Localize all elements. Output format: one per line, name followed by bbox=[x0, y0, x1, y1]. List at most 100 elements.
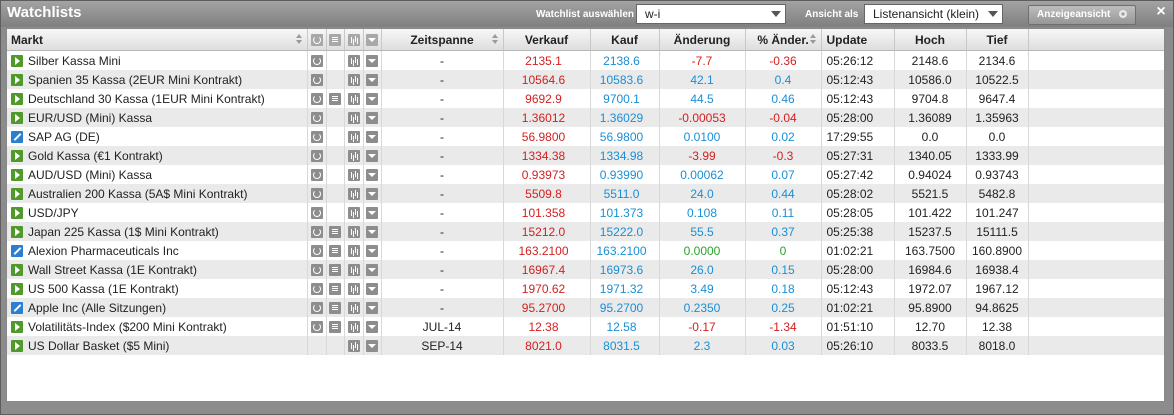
menu-cell[interactable] bbox=[363, 89, 382, 108]
table-row[interactable]: AUD/USD (Mini) Kassa -0.93973 0.93990 0.000… bbox=[7, 165, 1164, 184]
market-name-cell[interactable]: Volatilitäts-Index ($200 Mini Kontrakt) bbox=[7, 317, 308, 336]
dropdown-icon[interactable] bbox=[366, 207, 378, 220]
chart-icon[interactable] bbox=[347, 131, 360, 144]
market-name-cell[interactable]: US 500 Kassa (1E Kontrakt) bbox=[7, 279, 308, 298]
sell-cell[interactable]: 1970.62 bbox=[503, 279, 591, 298]
dropdown-icon[interactable] bbox=[366, 302, 378, 315]
market-name-cell[interactable]: SAP AG (DE) bbox=[7, 127, 308, 146]
view-select[interactable]: Listenansicht (klein) bbox=[864, 4, 1003, 24]
chart-icon[interactable] bbox=[347, 169, 360, 182]
document-cell[interactable] bbox=[326, 165, 345, 184]
refresh-cell[interactable] bbox=[307, 241, 327, 260]
document-cell[interactable] bbox=[326, 260, 345, 279]
refresh-icon[interactable] bbox=[310, 112, 323, 125]
document-cell[interactable] bbox=[326, 279, 345, 298]
document-cell[interactable] bbox=[326, 298, 345, 317]
market-name-cell[interactable]: Japan 225 Kassa (1$ Mini Kontrakt) bbox=[7, 222, 308, 241]
chart-icon[interactable] bbox=[347, 283, 360, 296]
table-row[interactable]: SAP AG (DE) -56.9800 56.9800 0.0100 0.02 17:2… bbox=[7, 127, 1164, 146]
column-header-change[interactable]: Änderung bbox=[659, 29, 746, 51]
refresh-icon[interactable] bbox=[310, 74, 323, 87]
buy-cell[interactable]: 1334.98 bbox=[590, 146, 660, 165]
sell-cell[interactable]: 1334.38 bbox=[503, 146, 591, 165]
table-row[interactable]: Wall Street Kassa (1E Kontrakt) -16967.4 1… bbox=[7, 260, 1164, 279]
buy-cell[interactable]: 0.93990 bbox=[590, 165, 660, 184]
chart-cell[interactable] bbox=[344, 203, 364, 222]
refresh-cell[interactable] bbox=[307, 184, 327, 203]
column-header-high[interactable]: Hoch bbox=[894, 29, 967, 51]
market-name-cell[interactable]: Deutschland 30 Kassa (1EUR Mini Kontrakt… bbox=[7, 89, 308, 108]
chart-cell[interactable] bbox=[344, 70, 364, 89]
refresh-cell[interactable] bbox=[307, 108, 327, 127]
edit-icon[interactable] bbox=[11, 301, 23, 314]
document-icon[interactable] bbox=[329, 283, 341, 296]
column-header-low[interactable]: Tief bbox=[966, 29, 1029, 51]
document-cell[interactable] bbox=[326, 222, 345, 241]
dropdown-icon[interactable] bbox=[366, 340, 378, 353]
dropdown-icon[interactable] bbox=[366, 93, 378, 106]
document-icon[interactable] bbox=[329, 264, 341, 277]
chart-cell[interactable] bbox=[344, 89, 364, 108]
refresh-cell[interactable] bbox=[307, 50, 327, 70]
refresh-icon[interactable] bbox=[310, 131, 323, 144]
sell-cell[interactable]: 2135.1 bbox=[503, 50, 591, 70]
chart-icon[interactable] bbox=[347, 264, 360, 277]
edit-icon[interactable] bbox=[11, 130, 23, 143]
dropdown-icon[interactable] bbox=[366, 55, 378, 68]
document-icon[interactable] bbox=[329, 245, 341, 258]
document-icon[interactable] bbox=[329, 93, 341, 106]
refresh-icon[interactable] bbox=[310, 321, 323, 334]
display-view-button[interactable]: Anzeigeansicht bbox=[1028, 5, 1136, 25]
dropdown-icon[interactable] bbox=[366, 169, 378, 182]
buy-cell[interactable]: 56.9800 bbox=[590, 127, 660, 146]
chart-icon[interactable] bbox=[347, 321, 360, 334]
menu-cell[interactable] bbox=[363, 260, 382, 279]
sell-cell[interactable]: 8021.0 bbox=[503, 336, 591, 355]
play-icon[interactable] bbox=[11, 320, 23, 333]
chart-icon[interactable] bbox=[347, 74, 360, 87]
menu-cell[interactable] bbox=[363, 165, 382, 184]
table-row[interactable]: Alexion Pharmaceuticals Inc -163.2100 163.… bbox=[7, 241, 1164, 260]
market-name-cell[interactable]: Australien 200 Kassa (5A$ Mini Kontrakt) bbox=[7, 184, 308, 203]
chart-icon[interactable] bbox=[347, 207, 360, 220]
play-icon[interactable] bbox=[11, 149, 23, 162]
chart-cell[interactable] bbox=[344, 222, 364, 241]
column-header-sell[interactable]: Verkauf bbox=[503, 29, 591, 51]
refresh-icon[interactable] bbox=[310, 245, 323, 258]
sell-cell[interactable]: 0.93973 bbox=[503, 165, 591, 184]
menu-cell[interactable] bbox=[363, 222, 382, 241]
buy-cell[interactable]: 95.2700 bbox=[590, 298, 660, 317]
dropdown-icon[interactable] bbox=[366, 264, 378, 277]
market-name-cell[interactable]: Gold Kassa (€1 Kontrakt) bbox=[7, 146, 308, 165]
document-cell[interactable] bbox=[326, 146, 345, 165]
buy-cell[interactable]: 12.58 bbox=[590, 317, 660, 336]
document-cell[interactable] bbox=[326, 203, 345, 222]
sell-cell[interactable]: 16967.4 bbox=[503, 260, 591, 279]
refresh-icon[interactable] bbox=[310, 169, 323, 182]
play-icon[interactable] bbox=[11, 187, 23, 200]
buy-cell[interactable]: 1.36029 bbox=[590, 108, 660, 127]
chart-icon[interactable] bbox=[347, 150, 360, 163]
column-header-period[interactable]: Zeitspanne bbox=[381, 29, 504, 51]
close-icon[interactable]: × bbox=[1156, 3, 1166, 20]
market-name-cell[interactable]: AUD/USD (Mini) Kassa bbox=[7, 165, 308, 184]
sell-cell[interactable]: 10564.6 bbox=[503, 70, 591, 89]
play-icon[interactable] bbox=[11, 92, 23, 105]
market-name-cell[interactable]: Apple Inc (Alle Sitzungen) bbox=[7, 298, 308, 317]
refresh-icon[interactable] bbox=[310, 302, 323, 315]
buy-cell[interactable]: 9700.1 bbox=[590, 89, 660, 108]
table-row[interactable]: Australien 200 Kassa (5A$ Mini Kontrakt)… bbox=[7, 184, 1164, 203]
dropdown-icon[interactable] bbox=[366, 283, 378, 296]
document-cell[interactable] bbox=[326, 108, 345, 127]
market-name-cell[interactable]: EUR/USD (Mini) Kassa bbox=[7, 108, 308, 127]
refresh-icon[interactable] bbox=[310, 226, 323, 239]
buy-cell[interactable]: 101.373 bbox=[590, 203, 660, 222]
refresh-cell[interactable] bbox=[307, 89, 327, 108]
dropdown-icon[interactable] bbox=[366, 321, 378, 334]
buy-cell[interactable]: 2138.6 bbox=[590, 50, 660, 70]
refresh-cell[interactable] bbox=[307, 70, 327, 89]
table-row[interactable]: US Dollar Basket ($5 Mini) SEP-14 8021.0 80… bbox=[7, 336, 1164, 355]
play-icon[interactable] bbox=[11, 73, 23, 86]
table-row[interactable]: Volatilitäts-Index ($200 Mini Kontrakt) J… bbox=[7, 317, 1164, 336]
buy-cell[interactable]: 8031.5 bbox=[590, 336, 660, 355]
